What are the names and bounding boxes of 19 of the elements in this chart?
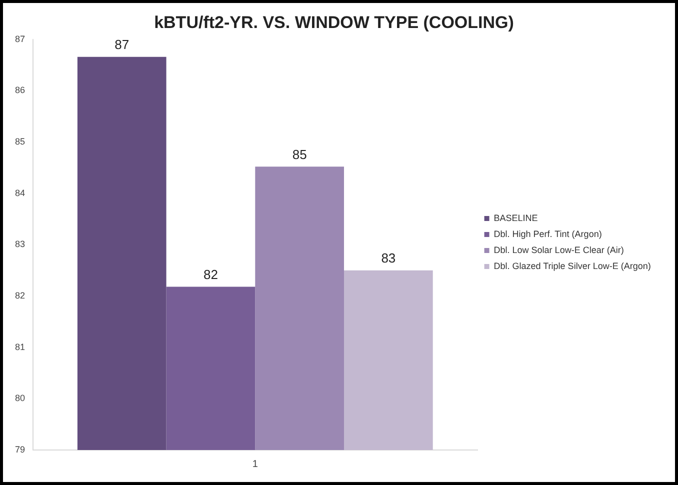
legend-label: Dbl. Glazed Triple Silver Low-E (Argon) [494, 260, 651, 271]
y-tick-label: 86 [14, 85, 26, 96]
data-label: 87 [114, 36, 130, 52]
y-tick-label: 83 [14, 239, 26, 250]
y-tick-label: 81 [14, 342, 26, 352]
y-tick-label: 79 [14, 444, 26, 454]
data-label: 82 [203, 266, 218, 282]
legend-label: Dbl. High Perf. Tint (Argon) [494, 228, 602, 239]
legend-label: Dbl. Low Solar Low-E Clear (Air) [494, 244, 624, 255]
y-tick-label: 87 [14, 34, 26, 44]
data-label: 83 [381, 250, 396, 266]
data-label: 85 [292, 146, 307, 162]
y-tick-label: 80 [14, 393, 26, 404]
x-tick-label: 1 [252, 458, 258, 470]
y-tick-label: 84 [14, 188, 26, 198]
chart-title: kBTU/ft2-YR. VS. WINDOW TYPE (COOLING) [154, 12, 514, 32]
legend-label: BASELINE [494, 212, 538, 223]
y-tick-label: 82 [14, 290, 26, 301]
y-tick-label: 85 [14, 136, 26, 147]
